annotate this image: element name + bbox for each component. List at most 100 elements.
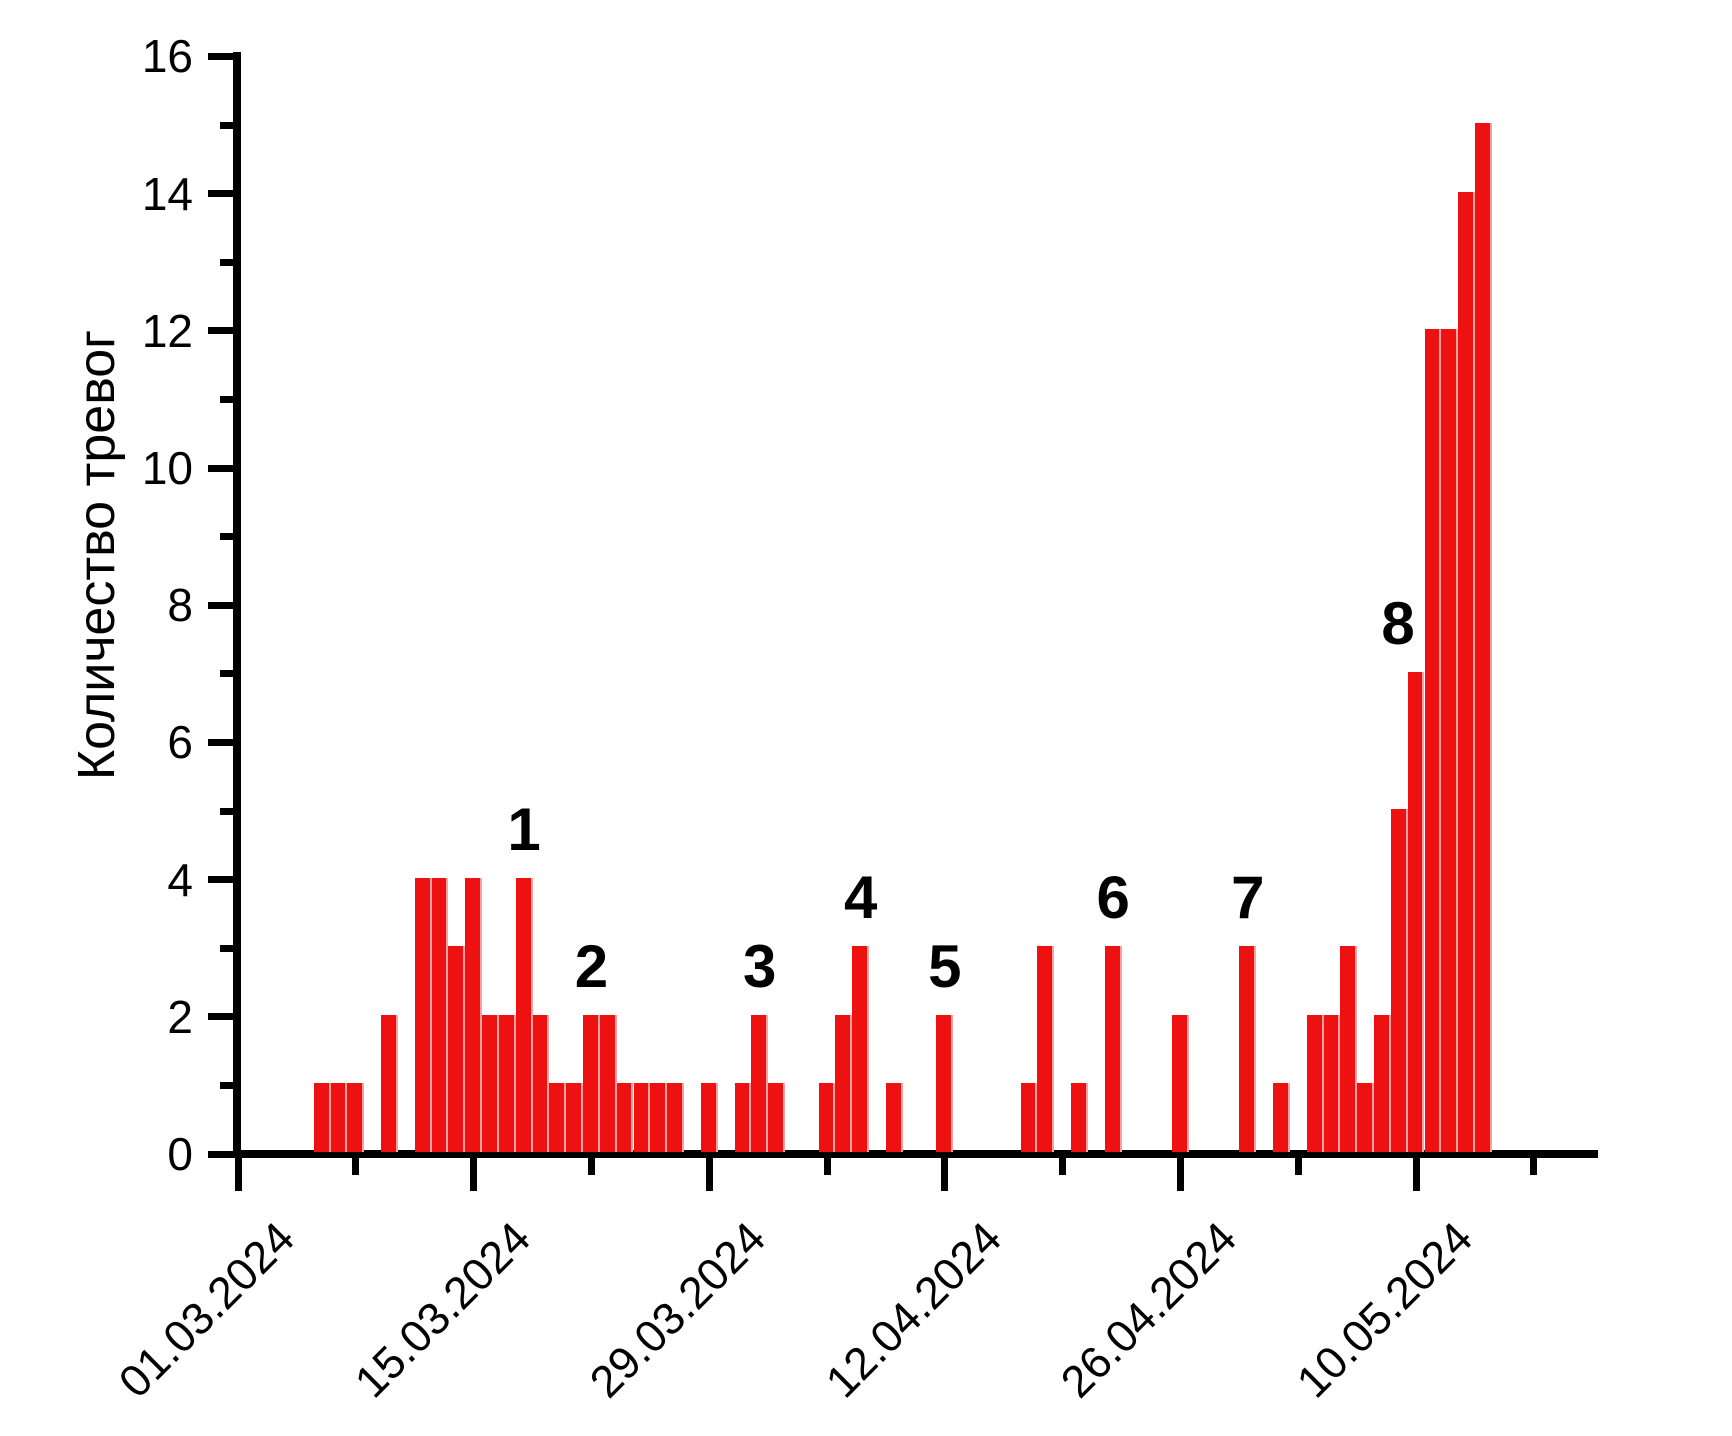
x-tick-minor: [352, 1158, 360, 1175]
bar: [1458, 191, 1475, 1152]
y-tick-major: [208, 327, 233, 335]
bar: [852, 946, 870, 1152]
bar: [650, 1083, 668, 1152]
y-tick-major: [208, 1013, 233, 1021]
bar: [414, 877, 432, 1152]
bar: [1357, 1083, 1374, 1152]
y-tick-major: [208, 1150, 233, 1158]
bar: [448, 946, 466, 1152]
x-tick-major: [941, 1158, 949, 1191]
y-tick-major: [208, 876, 233, 884]
x-tick-major: [705, 1158, 713, 1191]
y-tick-major: [208, 190, 233, 198]
x-tick-minor: [823, 1158, 831, 1175]
bar-annotation: 5: [928, 932, 962, 1000]
x-tick-minor: [1059, 1158, 1067, 1175]
y-tick-minor: [220, 533, 233, 541]
x-tick-major: [1176, 1158, 1184, 1191]
x-tick-major: [234, 1158, 242, 1191]
x-tick-label: 15.03.2024: [344, 1212, 540, 1408]
bar: [1390, 809, 1408, 1152]
x-axis-line: [233, 1150, 1598, 1158]
bar: [633, 1083, 651, 1152]
bar: [1407, 671, 1425, 1152]
x-tick-label: 26.04.2024: [1051, 1212, 1247, 1408]
x-tick-label: 01.03.2024: [108, 1212, 305, 1408]
bar: [936, 1014, 954, 1152]
bar: [1239, 946, 1257, 1152]
y-tick-label: 6: [167, 716, 193, 769]
bar: [1037, 946, 1055, 1152]
bar: [700, 1083, 718, 1152]
y-tick-minor: [220, 1081, 233, 1089]
y-tick-minor: [220, 807, 233, 815]
y-tick-label: 8: [167, 579, 193, 632]
y-tick-label: 4: [167, 853, 193, 906]
y-tick-minor: [220, 944, 233, 952]
bar: [1323, 1014, 1341, 1152]
bar: [734, 1083, 752, 1152]
bar: [1306, 1014, 1324, 1152]
bar: [549, 1083, 567, 1152]
bar: [482, 1014, 499, 1152]
y-tick-minor: [220, 395, 233, 403]
bar-annotation: 6: [1096, 864, 1130, 932]
bar: [1441, 328, 1459, 1152]
bar: [1071, 1083, 1088, 1152]
bar: [313, 1083, 331, 1152]
x-tick-major: [470, 1158, 478, 1191]
bar: [751, 1014, 769, 1152]
bar: [347, 1083, 365, 1152]
y-tick-label: 12: [141, 304, 193, 357]
bar: [498, 1014, 516, 1152]
bar: [330, 1083, 348, 1152]
bar-annotation: 8: [1381, 589, 1415, 657]
bar: [1104, 946, 1122, 1152]
bar-annotation: 7: [1231, 864, 1265, 932]
bar: [381, 1014, 398, 1152]
bar: [768, 1083, 785, 1152]
bar: [818, 1083, 836, 1152]
bar: [465, 877, 483, 1152]
bar: [1424, 328, 1442, 1152]
y-tick-major: [208, 52, 233, 60]
bar-annotation: 1: [507, 795, 541, 863]
y-tick-label: 16: [141, 30, 193, 83]
bar: [431, 877, 449, 1152]
bar: [885, 1083, 903, 1152]
bar: [1172, 1014, 1189, 1152]
y-tick-minor: [220, 258, 233, 266]
bar: [616, 1083, 634, 1152]
y-tick-label: 2: [167, 990, 193, 1043]
bar: [515, 877, 533, 1152]
y-tick-label: 0: [167, 1128, 193, 1180]
bar: [1020, 1083, 1038, 1152]
bar: [566, 1083, 583, 1152]
bar: [532, 1014, 550, 1152]
y-axis-title: Количество тревог: [68, 329, 126, 781]
bar: [667, 1083, 684, 1152]
x-tick-label: 12.04.2024: [815, 1212, 1011, 1408]
y-tick-label: 14: [141, 167, 193, 220]
bar: [1340, 946, 1358, 1152]
x-tick-minor: [1530, 1158, 1538, 1175]
y-tick-minor: [220, 670, 233, 678]
bar-annotation: 4: [844, 864, 878, 932]
bar: [599, 1014, 617, 1152]
x-tick-label: 29.03.2024: [579, 1212, 776, 1408]
bar-annotation: 2: [574, 932, 609, 1000]
bar: [583, 1014, 600, 1152]
y-tick-major: [208, 738, 233, 746]
y-tick-major: [208, 601, 233, 609]
x-tick-minor: [1294, 1158, 1302, 1175]
y-axis-line: [233, 52, 241, 1158]
bar: [1273, 1083, 1290, 1152]
y-tick-minor: [220, 121, 233, 129]
bar: [835, 1014, 853, 1152]
x-tick-label: 10.05.2024: [1286, 1212, 1483, 1408]
y-tick-major: [208, 464, 233, 472]
bar: [1374, 1014, 1391, 1152]
bar-annotation: 3: [743, 932, 777, 1000]
bar: [1475, 123, 1492, 1152]
